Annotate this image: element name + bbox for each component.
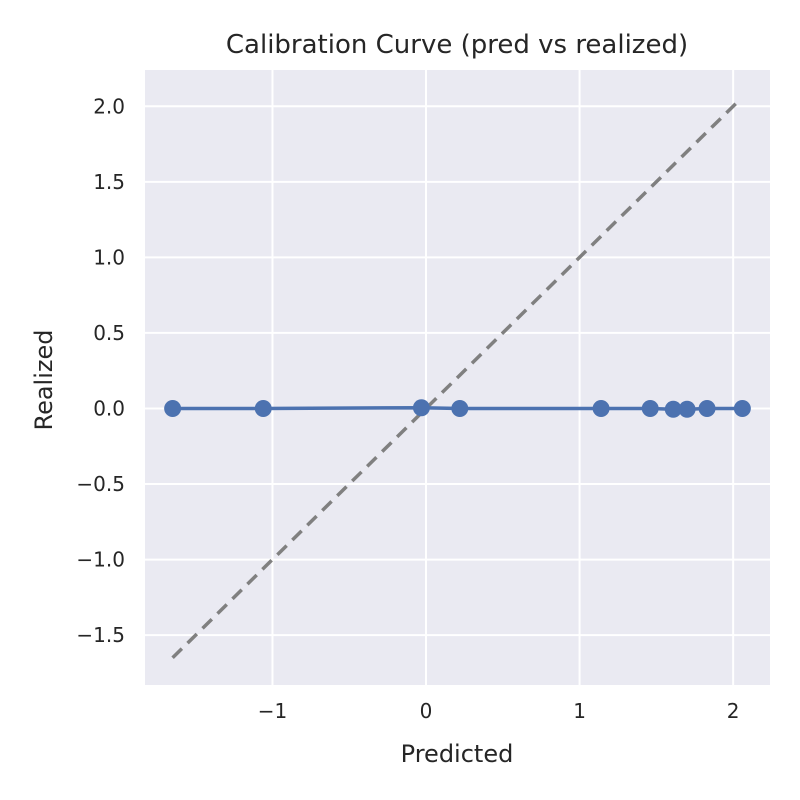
calibration-point <box>664 400 682 418</box>
chart-title: Calibration Curve (pred vs realized) <box>226 30 688 60</box>
y-tick-labels: −1.5 −1.0 −0.5 0.0 0.5 1.0 1.5 2.0 <box>76 94 125 647</box>
y-tick-label: −1.5 <box>76 623 125 647</box>
calibration-point <box>698 399 716 417</box>
calibration-line <box>172 405 743 411</box>
x-tick-labels: −1 0 1 2 <box>258 699 740 723</box>
x-axis-title: Predicted <box>401 740 514 768</box>
y-tick-label: −0.5 <box>76 472 125 496</box>
x-tick-label: −1 <box>258 699 287 723</box>
y-tick-label: 1.0 <box>93 245 125 269</box>
y-tick-label: 0.0 <box>93 396 125 420</box>
y-tick-label: −1.0 <box>76 548 125 572</box>
y-axis-title: Realized <box>30 329 58 430</box>
calibration-point <box>592 399 610 417</box>
x-tick-label: 1 <box>573 699 586 723</box>
y-tick-label: 1.5 <box>93 170 125 194</box>
calibration-point <box>678 400 696 418</box>
calibration-point <box>451 399 469 417</box>
calibration-point <box>641 399 659 417</box>
series <box>164 97 751 660</box>
x-tick-label: 0 <box>420 699 433 723</box>
y-tick-label: 0.5 <box>93 321 125 345</box>
reference-diagonal-line <box>171 97 743 660</box>
calibration-point <box>733 399 751 417</box>
calibration-point <box>412 399 430 417</box>
calibration-point <box>164 399 182 417</box>
calibration-point <box>254 399 272 417</box>
x-tick-label: 2 <box>727 699 740 723</box>
y-tick-label: 2.0 <box>93 94 125 118</box>
